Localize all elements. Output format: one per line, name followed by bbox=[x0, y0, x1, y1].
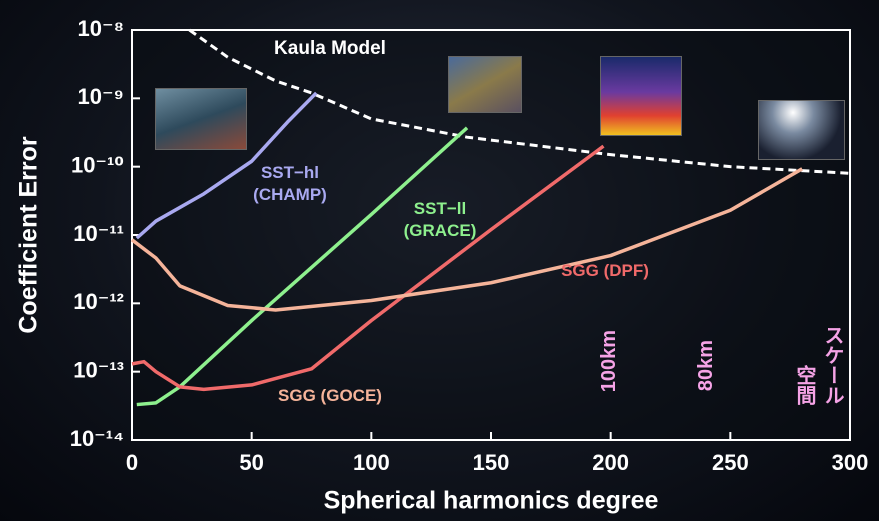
scale-annotation: 80km bbox=[695, 340, 718, 391]
satellite-image bbox=[155, 88, 247, 150]
x-axis-title: Spherical harmonics degree bbox=[324, 487, 659, 515]
y-tick-label: 10⁻⁹ bbox=[77, 84, 124, 109]
y-tick-label: 10⁻¹³ bbox=[73, 357, 124, 382]
x-tick-label: 150 bbox=[473, 450, 510, 475]
scale-annotation: スケール bbox=[818, 325, 847, 405]
x-tick-label: 200 bbox=[592, 450, 629, 475]
x-tick-label: 50 bbox=[239, 450, 263, 475]
series-label: SST−ll (GRACE) bbox=[385, 198, 495, 242]
scale-annotation: 空間 bbox=[790, 365, 819, 405]
y-tick-label: 10⁻¹⁰ bbox=[71, 152, 124, 177]
chart-root: Spherical harmonics degree Coefficient E… bbox=[0, 0, 879, 521]
series-label: SGG (GOCE) bbox=[265, 385, 395, 407]
series-label: Kaula Model bbox=[255, 38, 405, 60]
chart: Spherical harmonics degree Coefficient E… bbox=[0, 0, 879, 521]
y-tick-label: 10⁻⁸ bbox=[78, 16, 124, 41]
x-tick-label: 300 bbox=[832, 450, 869, 475]
satellite-image bbox=[758, 100, 845, 160]
y-tick-label: 10⁻¹² bbox=[73, 289, 124, 314]
y-axis-title: Coefficient Error bbox=[15, 136, 43, 334]
series-label: SGG (DPF) bbox=[525, 260, 685, 282]
y-tick-label: 10⁻¹¹ bbox=[73, 221, 124, 246]
y-tick-label: 10⁻¹⁴ bbox=[70, 426, 124, 451]
x-tick-label: 0 bbox=[126, 450, 138, 475]
satellite-image bbox=[448, 56, 522, 113]
scale-annotation: 100km bbox=[598, 330, 621, 392]
satellite-image bbox=[600, 56, 682, 136]
series-label: SST−hl (CHAMP) bbox=[235, 162, 345, 206]
x-tick-label: 100 bbox=[353, 450, 390, 475]
x-tick-label: 250 bbox=[712, 450, 749, 475]
